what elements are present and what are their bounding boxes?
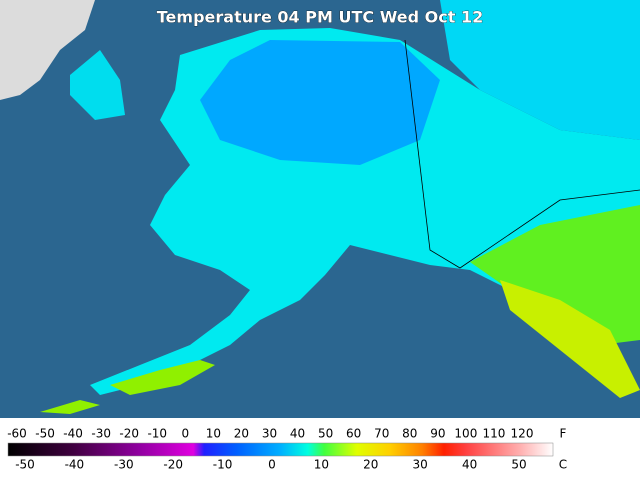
aleutians: [40, 400, 100, 414]
fahrenheit-unit: F: [560, 427, 567, 441]
celsius-label: 10: [314, 458, 329, 472]
fahrenheit-label: -60: [7, 427, 27, 441]
chukotka: [0, 0, 95, 100]
celsius-label: -30: [114, 458, 134, 472]
celsius-label: -50: [15, 458, 35, 472]
fahrenheit-label: 30: [262, 427, 277, 441]
fahrenheit-label: -40: [63, 427, 83, 441]
celsius-label: -20: [163, 458, 183, 472]
fahrenheit-label: 110: [482, 427, 505, 441]
fahrenheit-label: 90: [430, 427, 445, 441]
fahrenheit-label: 0: [182, 427, 190, 441]
celsius-label: -10: [213, 458, 233, 472]
celsius-unit: C: [559, 458, 567, 472]
fahrenheit-label: 120: [511, 427, 534, 441]
fahrenheit-label: 20: [234, 427, 249, 441]
interior-cold-region: [200, 40, 440, 165]
celsius-label: 50: [511, 458, 526, 472]
alaska-peninsula: [110, 360, 215, 395]
color-bar: [7, 442, 554, 457]
map-title: Temperature 04 PM UTC Wed Oct 12: [157, 8, 483, 27]
celsius-label: 40: [462, 458, 477, 472]
fahrenheit-label: 10: [206, 427, 221, 441]
fahrenheit-label: -20: [119, 427, 139, 441]
fahrenheit-label: 50: [318, 427, 333, 441]
celsius-label: 20: [363, 458, 378, 472]
fahrenheit-label: 70: [374, 427, 389, 441]
fahrenheit-label: -30: [91, 427, 111, 441]
southeast-warm-region: [470, 205, 640, 345]
fahrenheit-label: -10: [147, 427, 167, 441]
yukon-region: [440, 0, 640, 140]
fahrenheit-label: 40: [290, 427, 305, 441]
celsius-label: 30: [413, 458, 428, 472]
celsius-label: 0: [268, 458, 276, 472]
fahrenheit-label: 100: [454, 427, 477, 441]
seward-peninsula: [70, 50, 125, 120]
fahrenheit-label: 60: [346, 427, 361, 441]
fahrenheit-label: -50: [35, 427, 55, 441]
fahrenheit-label: 80: [402, 427, 417, 441]
border-lines: [404, 39, 640, 269]
celsius-label: -40: [65, 458, 85, 472]
panhandle: [500, 280, 640, 398]
